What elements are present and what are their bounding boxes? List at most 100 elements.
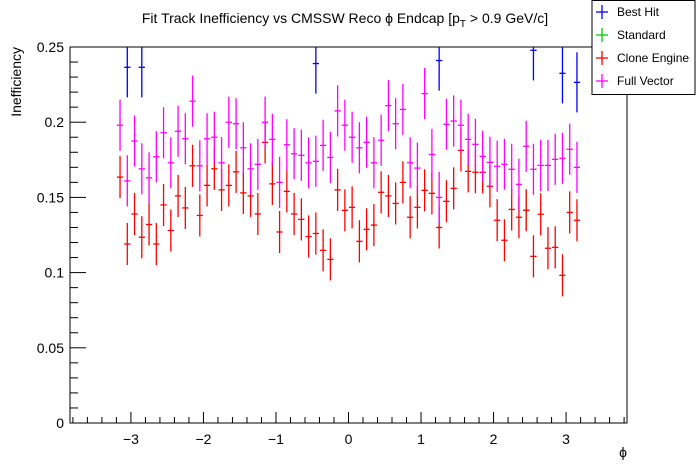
legend-label: Standard bbox=[617, 28, 666, 42]
data-point bbox=[515, 158, 523, 210]
data-point bbox=[573, 52, 581, 113]
data-point bbox=[225, 96, 232, 148]
data-point bbox=[544, 227, 552, 270]
data-point bbox=[298, 198, 305, 241]
data-point bbox=[153, 131, 160, 183]
y-tick-label: 0.15 bbox=[37, 189, 64, 205]
data-point bbox=[508, 188, 515, 231]
data-point bbox=[145, 203, 153, 246]
x-tick-label: 3 bbox=[562, 431, 570, 447]
data-point bbox=[153, 222, 160, 266]
data-point bbox=[363, 116, 370, 168]
data-point bbox=[363, 208, 370, 251]
data-point bbox=[138, 143, 145, 195]
data-point bbox=[124, 222, 131, 266]
data-point bbox=[203, 113, 211, 165]
x-tick-label: 2 bbox=[490, 431, 498, 447]
chart-title-main: Fit Track Inefficiency vs CMSSW Reco ϕ E… bbox=[142, 10, 460, 26]
data-point bbox=[421, 169, 428, 212]
data-point bbox=[341, 189, 348, 232]
chart-title: Fit Track Inefficiency vs CMSSW Reco ϕ E… bbox=[142, 10, 548, 30]
data-point bbox=[479, 130, 486, 182]
x-tick-label: −2 bbox=[195, 431, 211, 447]
x-tick-label: 0 bbox=[345, 431, 353, 447]
data-point bbox=[305, 137, 312, 189]
data-point bbox=[559, 254, 566, 297]
data-point bbox=[334, 85, 341, 137]
data-point bbox=[196, 194, 203, 237]
data-point bbox=[334, 168, 341, 211]
data-point bbox=[167, 137, 174, 189]
data-point bbox=[298, 129, 305, 181]
data-point bbox=[399, 83, 407, 135]
data-point bbox=[428, 128, 436, 180]
x-tick-label: −1 bbox=[268, 431, 284, 447]
data-point bbox=[225, 164, 232, 207]
data-point bbox=[341, 99, 348, 151]
data-point bbox=[407, 196, 414, 239]
data-point bbox=[312, 47, 319, 94]
data-point bbox=[290, 128, 298, 180]
data-point bbox=[559, 132, 566, 184]
y-tick-label: 0.2 bbox=[45, 114, 65, 130]
data-point bbox=[378, 171, 385, 214]
data-point bbox=[312, 135, 319, 187]
data-point bbox=[174, 105, 182, 157]
series-best-hit bbox=[124, 47, 581, 113]
data-point bbox=[269, 113, 276, 165]
data-point bbox=[327, 238, 334, 281]
data-point bbox=[349, 186, 356, 229]
data-point bbox=[465, 113, 472, 165]
data-point bbox=[508, 143, 515, 195]
data-point bbox=[167, 209, 174, 252]
data-point bbox=[573, 199, 581, 242]
data-point bbox=[443, 98, 450, 150]
y-tick-label: 0.05 bbox=[37, 340, 64, 356]
y-tick-label: 0.1 bbox=[45, 265, 65, 281]
data-point bbox=[196, 140, 203, 192]
data-point bbox=[530, 143, 537, 195]
data-point bbox=[327, 131, 334, 183]
data-point bbox=[494, 140, 501, 192]
data-point bbox=[385, 174, 392, 217]
chart-title-end: > 0.9 GeV/c] bbox=[466, 10, 548, 26]
data-point bbox=[283, 170, 290, 213]
x-axis-label: ϕ bbox=[619, 444, 627, 460]
data-point bbox=[523, 189, 530, 232]
data-point bbox=[276, 210, 283, 254]
y-tick-label: 0 bbox=[56, 415, 64, 431]
data-point bbox=[232, 150, 240, 193]
data-point bbox=[189, 75, 196, 127]
data-point bbox=[276, 156, 283, 208]
data-point bbox=[399, 161, 407, 204]
data-point bbox=[523, 120, 530, 172]
data-point bbox=[160, 183, 167, 226]
data-point bbox=[116, 99, 124, 151]
y-axis-label: Inefficiency bbox=[8, 47, 24, 117]
data-point bbox=[124, 47, 131, 98]
data-point bbox=[457, 99, 465, 151]
data-point bbox=[370, 204, 378, 247]
series-clone-engine bbox=[116, 121, 581, 297]
data-point bbox=[290, 192, 298, 235]
data-point bbox=[240, 122, 247, 174]
y-tick-label: 0.25 bbox=[37, 39, 64, 55]
chart-title-subscript: T bbox=[460, 19, 466, 30]
legend-label: Full Vector bbox=[617, 74, 674, 88]
data-point bbox=[436, 171, 443, 223]
data-point bbox=[537, 193, 544, 236]
legend-box bbox=[591, 0, 696, 95]
data-point bbox=[254, 138, 261, 190]
data-point bbox=[566, 191, 573, 234]
legend-item: Clone Engine bbox=[596, 51, 689, 65]
data-point bbox=[573, 141, 581, 193]
data-points bbox=[116, 47, 581, 297]
data-point bbox=[247, 143, 254, 195]
data-point bbox=[494, 199, 501, 242]
data-point bbox=[211, 111, 218, 163]
data-point bbox=[312, 212, 319, 255]
legend: Best Hit Standard Clone Engine Full Vector bbox=[591, 0, 696, 95]
data-point bbox=[552, 133, 559, 185]
